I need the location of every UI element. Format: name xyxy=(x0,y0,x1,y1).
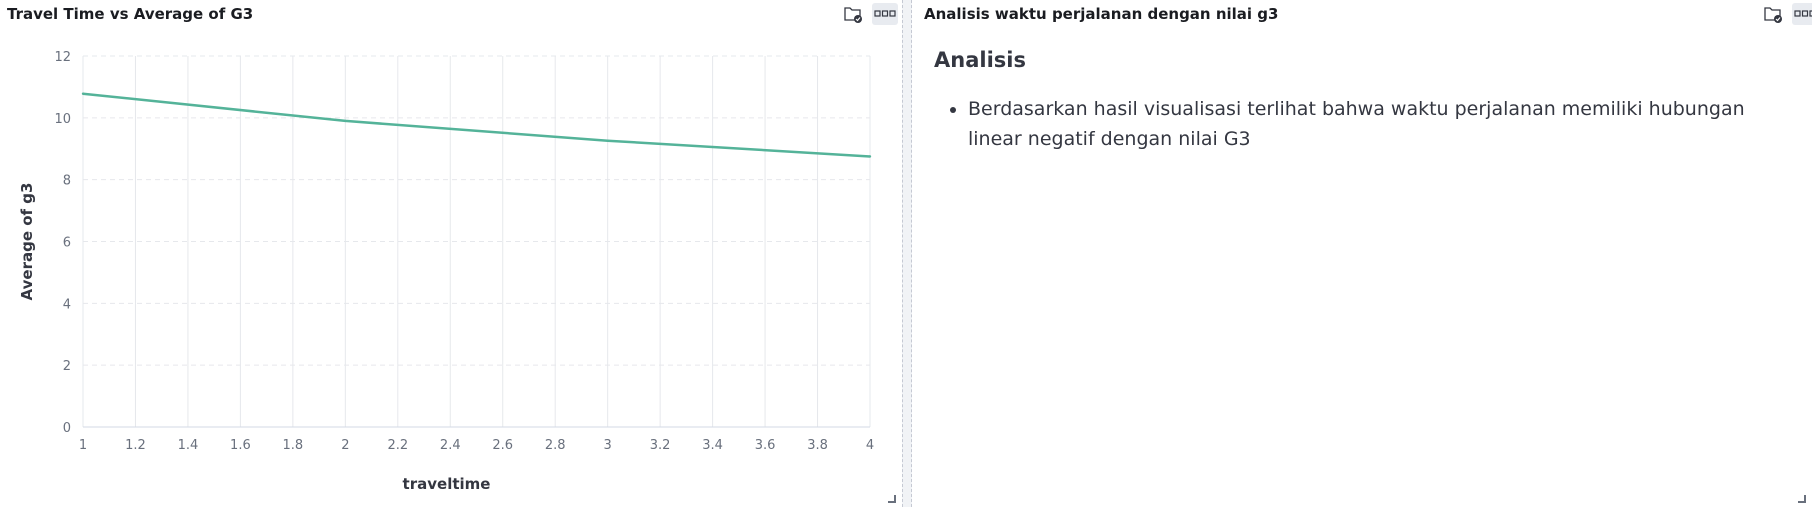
y-tick-label: 0 xyxy=(63,421,71,436)
x-axis-title: traveltime xyxy=(403,475,491,493)
x-tick-label: 2.6 xyxy=(492,438,513,453)
markdown-bullet-list: Berdasarkan hasil visualisasi terlihat b… xyxy=(934,94,1804,154)
x-tick-label: 3.4 xyxy=(702,438,723,453)
x-tick-label: 3 xyxy=(604,438,612,453)
x-tick-label: 1.2 xyxy=(125,438,146,453)
markdown-heading: Analisis xyxy=(934,48,1026,72)
y-tick-label: 10 xyxy=(54,112,71,127)
line-chart: 1 1.2 1.4 1.6 1.8 2 2.2 2.4 2.6 2.8 3 3.2 3.4 3.6 3.8 4… xyxy=(18,50,874,493)
folder-check-icon[interactable] xyxy=(1760,3,1786,25)
x-tick-label: 1 xyxy=(79,438,87,453)
markdown-panel: Analisis waktu perjalanan dengan nilai g… xyxy=(912,0,1812,507)
resize-handle[interactable] xyxy=(1798,495,1806,503)
panel-header-actions xyxy=(840,3,898,25)
folder-check-icon[interactable] xyxy=(840,3,866,25)
panel-header-actions xyxy=(1760,3,1812,25)
y-tick-label: 8 xyxy=(63,174,71,189)
x-tick-label: 2 xyxy=(341,438,349,453)
x-tick-label: 2.8 xyxy=(545,438,566,453)
markdown-bullet: Berdasarkan hasil visualisasi terlihat b… xyxy=(968,94,1804,154)
panel-divider[interactable] xyxy=(902,0,912,507)
resize-handle[interactable] xyxy=(888,495,896,503)
y-tick-label: 12 xyxy=(54,50,71,65)
x-tick-label: 1.8 xyxy=(283,438,304,453)
y-tick-label: 2 xyxy=(63,359,71,374)
y-tick-label: 6 xyxy=(63,236,71,251)
data-point xyxy=(81,92,85,95)
markdown-content: Analisis Berdasarkan hasil visualisasi t… xyxy=(934,48,1804,154)
y-axis-title: Average of g3 xyxy=(18,183,36,301)
data-point xyxy=(868,155,872,158)
data-point xyxy=(606,139,609,142)
data-point xyxy=(344,119,347,123)
x-tick-label: 3.8 xyxy=(807,438,828,453)
x-tick-label: 3.2 xyxy=(650,438,671,453)
y-tick-label: 4 xyxy=(63,297,71,312)
panel-options-icon[interactable] xyxy=(1792,3,1812,25)
panel-options-icon[interactable] xyxy=(872,3,898,25)
panel-title: Travel Time vs Average of G3 xyxy=(7,5,254,23)
panel-title: Analisis waktu perjalanan dengan nilai g… xyxy=(924,5,1279,23)
x-tick-label: 3.6 xyxy=(755,438,776,453)
chart-panel: Travel Time vs Average of G3 1 1.2 1.4 1.6 1… xyxy=(0,0,902,507)
x-tick-label: 4 xyxy=(866,438,874,453)
x-tick-label: 1.6 xyxy=(230,438,251,453)
x-tick-label: 2.4 xyxy=(440,438,461,453)
x-tick-label: 1.4 xyxy=(178,438,199,453)
x-tick-label: 2.2 xyxy=(387,438,408,453)
series-line xyxy=(82,92,871,158)
